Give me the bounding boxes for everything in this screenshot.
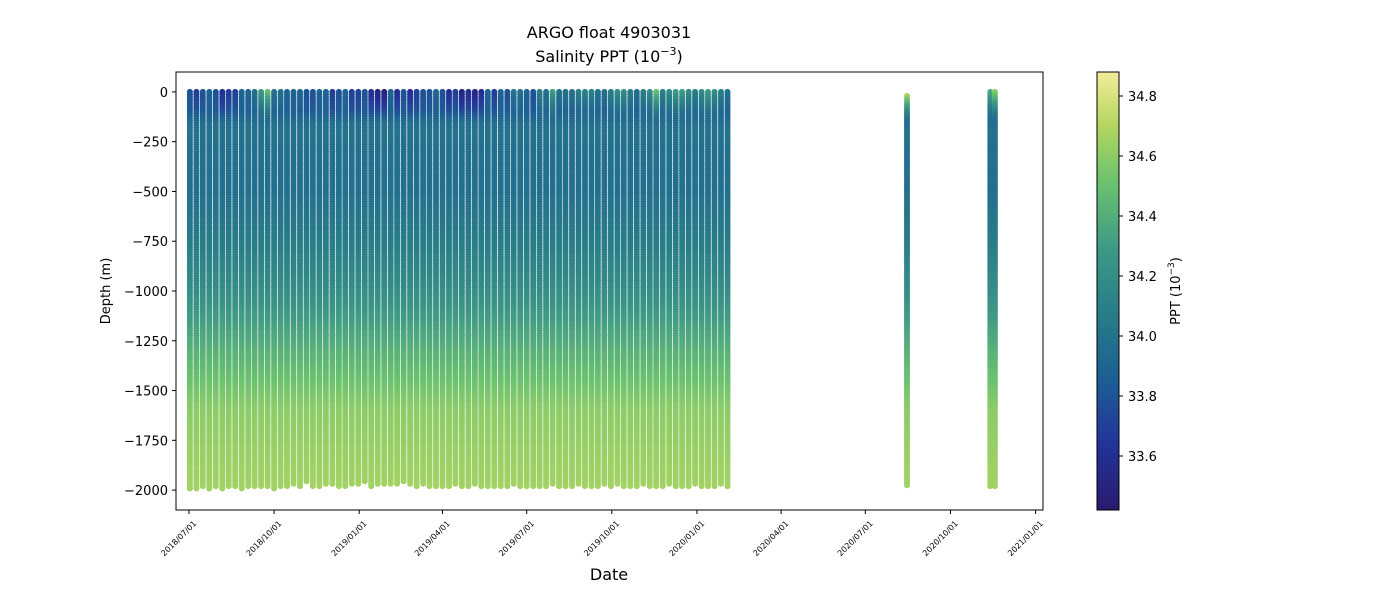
profile-2018-11-12 <box>309 88 316 490</box>
profile-2018-07-16 <box>199 88 206 490</box>
profile-2018-12-17 <box>342 88 349 490</box>
data-point <box>309 483 316 490</box>
data-point <box>329 480 336 487</box>
data-point <box>238 485 245 492</box>
profile-2019-01-07 <box>361 88 368 485</box>
profile-2018-09-10 <box>251 88 258 490</box>
profile-2018-09-03 <box>245 88 252 490</box>
data-point <box>186 485 193 492</box>
data-point <box>251 483 258 490</box>
data-point <box>258 483 265 490</box>
profile-2018-11-05 <box>303 88 310 485</box>
profile-2018-08-06 <box>219 88 226 492</box>
data-point <box>264 483 271 490</box>
profile-2018-11-26 <box>322 88 329 487</box>
profile-2018-07-30 <box>212 88 219 490</box>
data-point <box>199 483 206 490</box>
profile-2018-07-09 <box>193 88 200 492</box>
profile-2018-08-27 <box>238 88 245 492</box>
data-point <box>277 483 284 490</box>
chart-title: ARGO float 4903031 <box>527 23 691 42</box>
data-point <box>297 483 303 490</box>
profile-2018-09-17 <box>258 88 265 490</box>
data-point <box>316 483 323 490</box>
profile-2018-10-01 <box>271 88 278 492</box>
profile-2018-08-20 <box>232 88 239 490</box>
profile-2018-11-19 <box>316 88 323 490</box>
data-point <box>284 483 290 490</box>
chart-subtitle: Salinity PPT (10−3) <box>535 45 683 66</box>
data-point <box>355 480 362 487</box>
data-point <box>342 483 349 490</box>
profile-2019-01-21 <box>374 88 381 487</box>
profile-2018-07-23 <box>206 88 213 492</box>
profile-2018-10-22 <box>290 88 297 487</box>
data-point <box>193 485 200 492</box>
data-point <box>348 480 355 487</box>
data-point <box>232 483 239 490</box>
profile-2018-10-29 <box>297 88 303 490</box>
profile-2018-12-03 <box>329 88 336 487</box>
data-point <box>212 483 219 490</box>
plot-area <box>186 88 998 492</box>
data-point <box>245 483 252 490</box>
data-point <box>206 485 213 492</box>
profile-2018-07-02 <box>186 88 193 492</box>
data-point <box>322 480 329 487</box>
profile-2018-12-24 <box>348 88 355 487</box>
data-point <box>335 483 342 490</box>
data-point <box>290 480 297 487</box>
data-point <box>368 483 375 490</box>
profile-2018-08-13 <box>225 88 232 490</box>
data-point <box>225 483 232 490</box>
data-point <box>361 478 368 485</box>
profile-2018-09-24 <box>264 88 271 490</box>
data-point <box>219 485 226 492</box>
profile-2018-10-08 <box>277 88 284 490</box>
data-point <box>271 485 278 492</box>
data-point <box>303 478 310 485</box>
profile-2019-01-14 <box>368 88 375 490</box>
profile-2018-10-15 <box>284 88 290 490</box>
profile-2018-12-10 <box>335 88 342 490</box>
profile-2018-12-31 <box>355 88 362 487</box>
